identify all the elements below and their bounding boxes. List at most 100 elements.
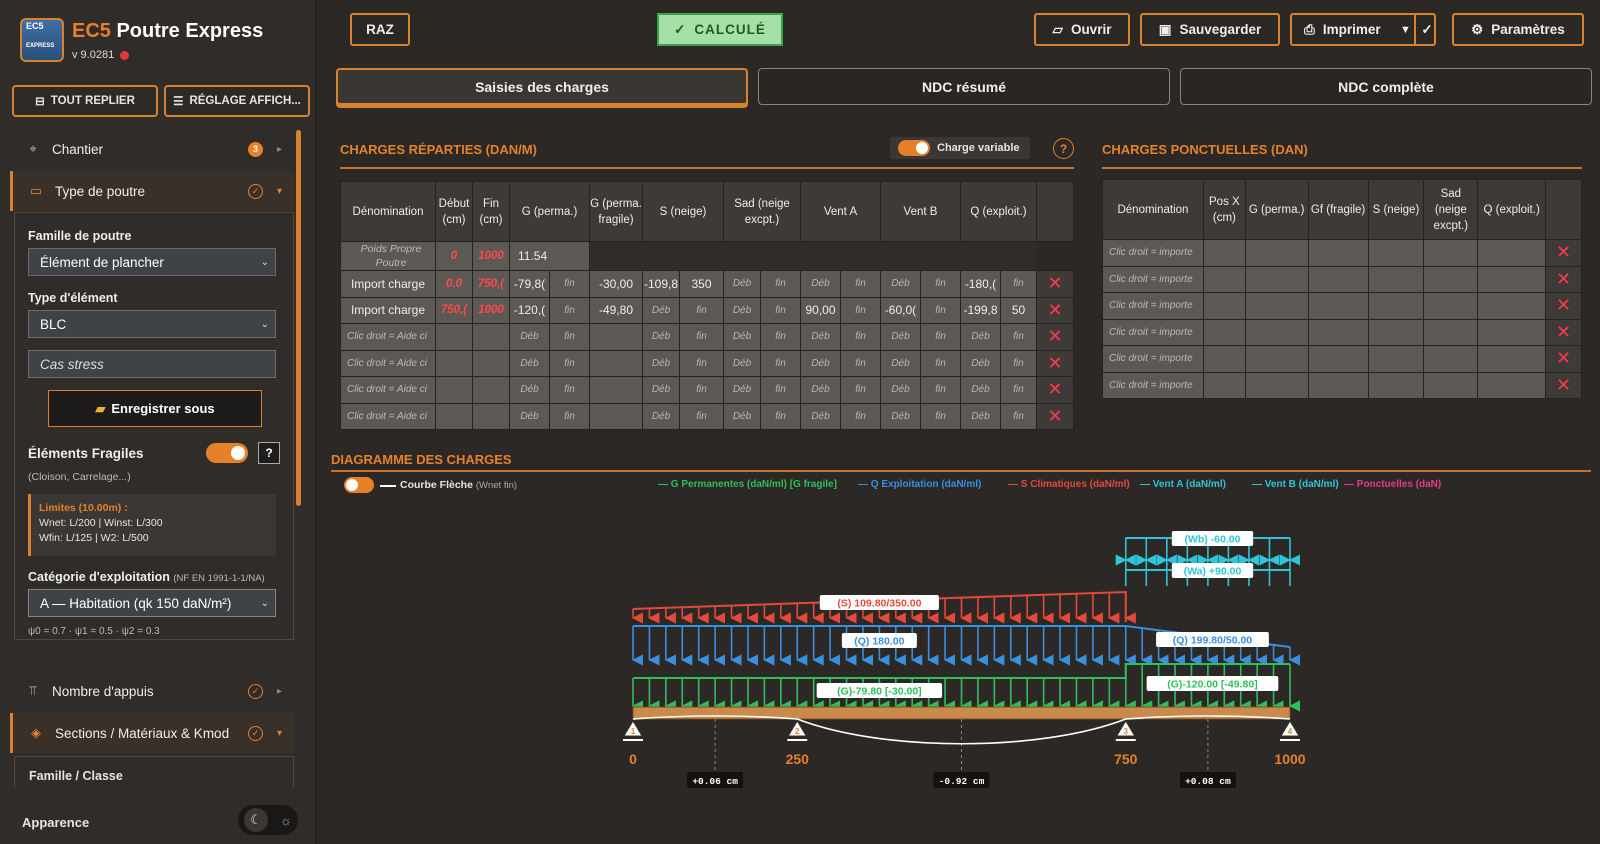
value-cell[interactable]: 90,00 xyxy=(800,296,841,324)
categorie-select[interactable]: A — Habitation (qk 150 daN/m²) ⌄ xyxy=(28,589,276,617)
value-cell[interactable]: fin xyxy=(920,349,961,377)
value-cell[interactable]: fin xyxy=(549,349,590,377)
value-cell[interactable]: Déb xyxy=(642,376,680,404)
value-cell[interactable] xyxy=(1307,345,1369,373)
value-cell[interactable] xyxy=(1307,292,1369,320)
value-cell[interactable]: fin xyxy=(679,323,724,351)
value-cell[interactable]: fin xyxy=(1000,349,1037,377)
value-cell[interactable] xyxy=(1423,239,1479,267)
value-cell[interactable] xyxy=(1202,292,1246,320)
fin-cell[interactable] xyxy=(472,402,510,430)
settings-button[interactable]: ⚙ Paramètres xyxy=(1452,13,1584,46)
value-cell[interactable]: Déb xyxy=(800,270,841,298)
value-cell[interactable] xyxy=(1202,265,1246,293)
nav-type-de-poutre[interactable]: ▭ Type de poutre ✓ ▾ xyxy=(10,171,294,211)
value-cell[interactable]: Déb xyxy=(723,296,761,324)
value-cell[interactable] xyxy=(589,349,643,377)
value-cell[interactable] xyxy=(1367,265,1425,293)
value-cell[interactable]: fin xyxy=(840,349,881,377)
value-cell[interactable]: Déb xyxy=(509,376,550,404)
value-cell[interactable] xyxy=(1423,265,1479,293)
value-cell[interactable]: Déb xyxy=(642,323,680,351)
value-cell[interactable]: fin xyxy=(549,376,590,404)
row-name[interactable]: Clic droit = Aide ci xyxy=(340,376,436,404)
fin-cell[interactable] xyxy=(472,323,510,351)
value-cell[interactable]: Déb xyxy=(509,323,550,351)
value-cell[interactable]: Déb xyxy=(642,296,680,324)
delete-row-icon[interactable]: ✕ xyxy=(1545,239,1582,267)
help-button[interactable]: ? xyxy=(258,442,280,464)
delete-row-icon[interactable]: ✕ xyxy=(1036,270,1074,298)
value-cell[interactable] xyxy=(1423,318,1479,346)
value-cell[interactable] xyxy=(1202,345,1246,373)
fin-cell[interactable] xyxy=(472,349,510,377)
raz-button[interactable]: RAZ xyxy=(350,13,410,46)
row-name[interactable]: Import charge xyxy=(340,296,436,324)
debut-cell[interactable]: 0,0 xyxy=(435,270,473,298)
value-cell[interactable]: -180,( xyxy=(960,270,1001,298)
delete-row-icon[interactable]: ✕ xyxy=(1036,376,1074,404)
debut-cell[interactable]: 750,( xyxy=(435,296,473,324)
value-cell[interactable]: Déb xyxy=(800,376,841,404)
row-name[interactable]: Clic droit = Aide ci xyxy=(340,349,436,377)
row-name[interactable]: Import charge xyxy=(340,270,436,298)
value-cell[interactable]: Déb xyxy=(723,376,761,404)
value-cell[interactable]: fin xyxy=(840,376,881,404)
value-cell[interactable]: Déb xyxy=(509,402,550,430)
value-cell[interactable] xyxy=(1244,239,1309,267)
value-cell[interactable] xyxy=(1367,318,1425,346)
value-cell[interactable] xyxy=(589,376,643,404)
value-cell[interactable]: fin xyxy=(760,402,801,430)
value-cell[interactable] xyxy=(1202,318,1246,346)
fragiles-toggle[interactable] xyxy=(206,443,248,463)
row-name[interactable]: Clic droit = importe xyxy=(1102,318,1204,346)
value-cell[interactable] xyxy=(589,402,643,430)
check-icon[interactable]: ✓ xyxy=(1414,15,1438,44)
value-cell[interactable]: Déb xyxy=(800,402,841,430)
charge-variable-toggle[interactable] xyxy=(898,140,930,156)
display-settings-button[interactable]: ☰ RÉGLAGE AFFICH... xyxy=(164,85,310,117)
value-cell[interactable]: -120,( xyxy=(509,296,550,324)
value-cell[interactable] xyxy=(1477,292,1547,320)
sidebar-scrollbar[interactable] xyxy=(296,130,301,506)
delete-row-icon[interactable]: ✕ xyxy=(1545,371,1582,399)
save-as-button[interactable]: ▰ Enregistrer sous xyxy=(48,390,262,427)
tab-saisies[interactable]: Saisies des charges xyxy=(336,68,748,105)
value-cell[interactable]: fin xyxy=(549,270,590,298)
value-cell[interactable]: Déb xyxy=(723,323,761,351)
value-cell[interactable]: Déb xyxy=(960,402,1001,430)
value-cell[interactable]: Déb xyxy=(960,376,1001,404)
value-cell[interactable]: fin xyxy=(840,323,881,351)
theme-switch[interactable]: ☾ ☼ xyxy=(238,805,298,835)
value-cell[interactable]: -60,0( xyxy=(880,296,921,324)
calcule-button[interactable]: ✓ CALCULÉ xyxy=(657,13,783,46)
moon-icon[interactable]: ☾ xyxy=(244,808,269,832)
value-cell[interactable] xyxy=(1307,371,1369,399)
value-cell[interactable]: fin xyxy=(679,349,724,377)
delete-row-icon[interactable]: ✕ xyxy=(1545,318,1582,346)
value-cell[interactable] xyxy=(1202,239,1246,267)
value-cell[interactable]: -79,8( xyxy=(509,270,550,298)
value-cell[interactable] xyxy=(1367,345,1425,373)
value-cell[interactable]: fin xyxy=(760,270,801,298)
open-button[interactable]: ▱ Ouvrir xyxy=(1034,13,1130,46)
courbe-toggle[interactable] xyxy=(344,477,374,493)
value-cell[interactable] xyxy=(1477,265,1547,293)
value-cell[interactable]: fin xyxy=(920,376,961,404)
chevron-down-icon[interactable]: ▼ xyxy=(1400,23,1411,36)
value-cell[interactable] xyxy=(1307,239,1369,267)
value-cell[interactable]: fin xyxy=(920,402,961,430)
delete-row-icon[interactable]: ✕ xyxy=(1036,349,1074,377)
delete-row-icon[interactable]: ✕ xyxy=(1545,265,1582,293)
value-cell[interactable]: Déb xyxy=(880,349,921,377)
row-name[interactable]: Clic droit = importe xyxy=(1102,239,1204,267)
value-cell[interactable] xyxy=(1307,318,1369,346)
value-cell[interactable]: Déb xyxy=(723,349,761,377)
value-cell[interactable]: Déb xyxy=(800,323,841,351)
value-cell[interactable]: Déb xyxy=(880,402,921,430)
debut-cell[interactable] xyxy=(435,376,473,404)
delete-row-icon[interactable]: ✕ xyxy=(1036,402,1074,430)
debut-cell[interactable] xyxy=(435,402,473,430)
row-name[interactable]: Clic droit = importe xyxy=(1102,265,1204,293)
tab-ndc-complete[interactable]: NDC complète xyxy=(1180,68,1592,105)
